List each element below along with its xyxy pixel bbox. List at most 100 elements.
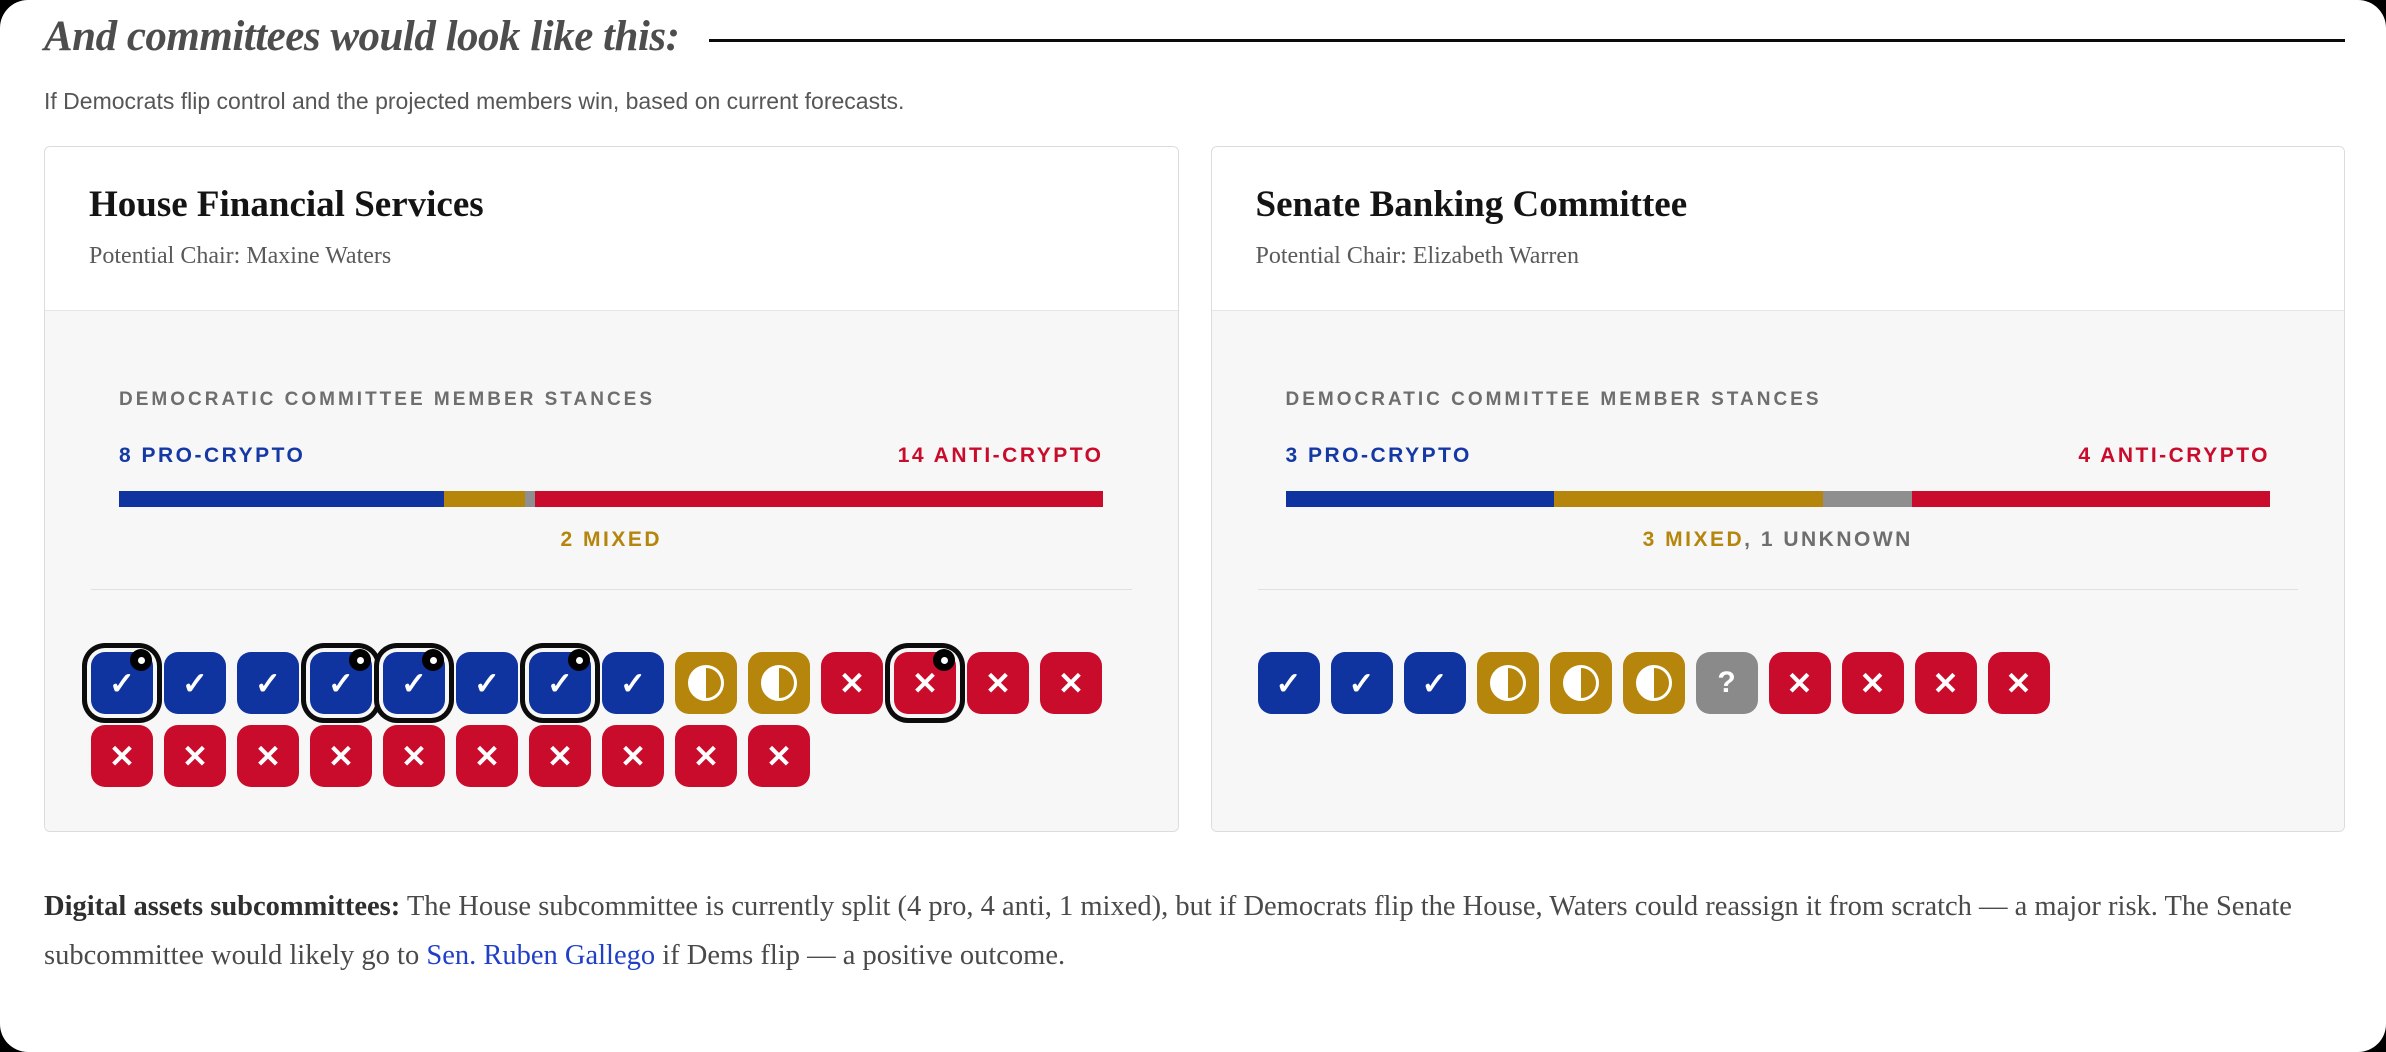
- member-tile-anti[interactable]: ✕: [1914, 652, 1977, 714]
- page-title: And committees would look like this:: [44, 13, 680, 60]
- x-icon: ✕: [693, 738, 719, 774]
- member-tile-anti[interactable]: ✕: [894, 649, 956, 714]
- member-tile-anti[interactable]: ✕: [91, 725, 153, 787]
- panel-header: House Financial Services Potential Chair…: [45, 147, 1178, 310]
- panel-senate-banking-committee: Senate Banking Committee Potential Chair…: [1210, 146, 2345, 832]
- member-tile-anti[interactable]: ✕: [821, 652, 883, 714]
- x-icon: ✕: [1058, 665, 1084, 701]
- member-tile-pro[interactable]: ✓: [602, 652, 664, 714]
- x-icon: ✕: [474, 738, 500, 774]
- member-tile-pro[interactable]: ✓: [310, 649, 372, 714]
- highlight-dot-badge: [349, 649, 371, 671]
- member-tile-anti[interactable]: ✕: [383, 725, 445, 787]
- question-icon: ?: [1717, 666, 1736, 699]
- check-icon: ✓: [620, 665, 646, 701]
- bar-segment-pro: [1285, 491, 1554, 507]
- member-tile-pro[interactable]: ✓: [237, 652, 299, 714]
- x-icon: ✕: [328, 738, 354, 774]
- stance-section-label: DEMOCRATIC COMMITTEE MEMBER STANCES: [1285, 389, 1822, 410]
- potential-chair: Potential Chair: Maxine Waters: [89, 243, 392, 269]
- member-tile-unknown[interactable]: ?: [1695, 652, 1758, 714]
- pro-crypto-count: 8 PRO-CRYPTO: [119, 444, 306, 467]
- check-icon: ✓: [547, 665, 573, 701]
- member-tile-mixed[interactable]: [1549, 652, 1612, 714]
- bar-segment-mixed: [443, 491, 526, 507]
- bar-segment-mixed: [1554, 491, 1823, 507]
- x-icon: ✕: [547, 738, 573, 774]
- mixed-caption: 2 MIXED: [119, 528, 1104, 552]
- member-tile-anti[interactable]: ✕: [456, 725, 518, 787]
- header: And committees would look like this:: [44, 12, 2345, 61]
- pro-crypto-count: 3 PRO-CRYPTO: [1285, 444, 1472, 467]
- check-icon: ✓: [328, 665, 354, 701]
- mixed-caption: 3 MIXED, 1 UNKNOWN: [1286, 528, 2271, 552]
- x-icon: ✕: [182, 738, 208, 774]
- member-tile-anti[interactable]: ✕: [602, 725, 664, 787]
- member-tile-pro[interactable]: ✓: [1403, 652, 1466, 714]
- half-circle-icon: [1489, 665, 1526, 701]
- member-tile-anti[interactable]: ✕: [1040, 652, 1102, 714]
- x-icon: ✕: [839, 665, 865, 701]
- highlight-dot-badge: [422, 649, 444, 671]
- panel-house-financial-services: House Financial Services Potential Chair…: [44, 146, 1179, 832]
- stance-count-labels: 8 PRO-CRYPTO 14 ANTI-CRYPTO: [119, 444, 1104, 468]
- check-icon: ✓: [109, 665, 135, 701]
- member-tile-pro[interactable]: ✓: [529, 649, 591, 714]
- member-tile-mixed[interactable]: [1622, 652, 1685, 714]
- x-icon: ✕: [1859, 665, 1886, 701]
- check-icon: ✓: [1275, 665, 1302, 701]
- highlight-dot-badge: [933, 649, 955, 671]
- ruben-gallego-link[interactable]: Sen. Ruben Gallego: [426, 940, 656, 971]
- member-tile-anti[interactable]: ✕: [237, 725, 299, 787]
- member-tile-anti[interactable]: ✕: [675, 725, 737, 787]
- member-tile-anti[interactable]: ✕: [748, 725, 810, 787]
- committee-panels: House Financial Services Potential Chair…: [44, 146, 2345, 832]
- committee-title: House Financial Services: [89, 184, 484, 225]
- member-tile-pro[interactable]: ✓: [1257, 652, 1320, 714]
- divider: [91, 589, 1132, 590]
- member-tile-anti[interactable]: ✕: [1987, 652, 2050, 714]
- check-icon: ✓: [1421, 665, 1448, 701]
- note-lead: Digital assets subcommittees:: [44, 891, 401, 922]
- x-icon: ✕: [1932, 665, 1959, 701]
- half-circle-icon: [688, 665, 724, 701]
- x-icon: ✕: [255, 738, 281, 774]
- x-icon: ✕: [2005, 665, 2032, 701]
- member-tile-anti[interactable]: ✕: [1768, 652, 1831, 714]
- member-tile-anti[interactable]: ✕: [164, 725, 226, 787]
- member-tile-pro[interactable]: ✓: [1330, 652, 1393, 714]
- committee-title: Senate Banking Committee: [1255, 184, 1688, 225]
- check-icon: ✓: [474, 665, 500, 701]
- member-tile-pro[interactable]: ✓: [383, 649, 445, 714]
- x-icon: ✕: [912, 665, 938, 701]
- member-tile-anti[interactable]: ✕: [529, 725, 591, 787]
- member-tile-mixed[interactable]: [675, 652, 737, 714]
- stance-bar: [1285, 491, 2270, 507]
- stance-section: DEMOCRATIC COMMITTEE MEMBER STANCES 3 PR…: [1211, 310, 2344, 831]
- bar-segment-anti: [535, 491, 1104, 507]
- anti-crypto-count: 4 ANTI-CRYPTO: [2078, 444, 2270, 467]
- x-icon: ✕: [1786, 665, 1813, 701]
- divider: [1257, 589, 2298, 590]
- member-tile-pro[interactable]: ✓: [91, 649, 153, 714]
- bar-segment-pro: [119, 491, 444, 507]
- check-icon: ✓: [182, 665, 208, 701]
- member-tile-anti[interactable]: ✕: [1841, 652, 1904, 714]
- check-icon: ✓: [401, 665, 427, 701]
- bar-segment-anti: [1912, 491, 2270, 507]
- member-tile-anti[interactable]: ✕: [310, 725, 372, 787]
- unknown-count: , 1 UNKNOWN: [1744, 528, 1913, 551]
- potential-chair: Potential Chair: Elizabeth Warren: [1255, 243, 1580, 269]
- member-tile-mixed[interactable]: [748, 652, 810, 714]
- stance-chart: DEMOCRATIC COMMITTEE MEMBER STANCES 3 PR…: [1258, 389, 2299, 552]
- member-tile-anti[interactable]: ✕: [967, 652, 1029, 714]
- mixed-count: 2 MIXED: [560, 528, 663, 551]
- member-tile-pro[interactable]: ✓: [456, 652, 518, 714]
- x-icon: ✕: [109, 738, 135, 774]
- member-tile-pro[interactable]: ✓: [164, 652, 226, 714]
- stance-section: DEMOCRATIC COMMITTEE MEMBER STANCES 8 PR…: [45, 310, 1178, 831]
- member-tile-mixed[interactable]: [1476, 652, 1539, 714]
- page-subtitle: If Democrats flip control and the projec…: [44, 88, 905, 114]
- stance-section-label: DEMOCRATIC COMMITTEE MEMBER STANCES: [119, 389, 656, 410]
